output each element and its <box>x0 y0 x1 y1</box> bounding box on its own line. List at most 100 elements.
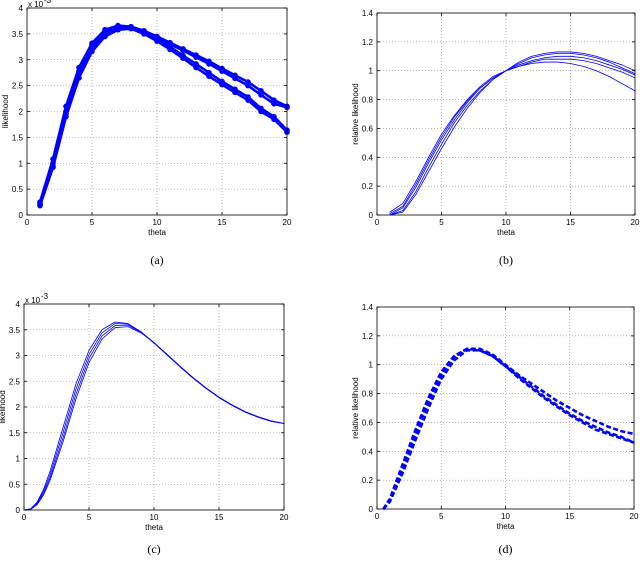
series-line <box>38 24 289 204</box>
x-tick-label: 15 <box>565 512 574 521</box>
data-point <box>128 23 134 30</box>
x-tick-label: 5 <box>90 218 95 227</box>
series-line <box>382 347 635 510</box>
y-tick-label: 0.6 <box>362 124 374 133</box>
exponent-label: x 10 <box>28 0 44 9</box>
series-line <box>389 61 636 214</box>
x-axis-label: theta <box>497 522 515 531</box>
y-tick-label: 2 <box>19 108 24 117</box>
y-tick-label: 1.5 <box>12 133 24 142</box>
y-tick-label: 0.4 <box>362 447 374 456</box>
data-point <box>154 33 160 40</box>
series-line <box>23 323 285 511</box>
data-point <box>37 199 43 205</box>
data-point <box>258 105 264 112</box>
x-axis-label: theta <box>145 523 163 532</box>
y-tick-label: 0 <box>19 211 24 220</box>
y-tick-label: 1 <box>19 159 24 168</box>
y-tick-label: 3 <box>16 352 21 361</box>
data-point <box>141 27 147 34</box>
panel-caption: (c) <box>147 542 160 556</box>
x-tick-label: 20 <box>631 218 640 227</box>
exponent-label: x 10 <box>25 296 41 305</box>
data-point <box>89 40 95 46</box>
y-tick-label: 0.8 <box>362 96 374 105</box>
y-tick-label: 2 <box>16 403 21 412</box>
y-tick-label: 1 <box>369 67 374 76</box>
data-point <box>245 79 251 85</box>
y-tick-label: 0 <box>16 506 21 515</box>
y-tick-label: 1.4 <box>362 9 374 18</box>
y-axis-label: relative likelihood <box>351 377 360 438</box>
y-tick-label: 2.5 <box>12 82 24 91</box>
data-point <box>219 78 225 85</box>
y-tick-label: 1.4 <box>362 303 374 312</box>
panel-b: 0 5 10 15 20 0 0.2 0.4 0.6 0.8 1 1.2 1.4 theta relativ… <box>351 9 640 267</box>
x-tick-label: 5 <box>87 513 92 522</box>
x-tick-label: 0 <box>25 218 30 227</box>
y-axis-label: likelihood <box>0 390 7 423</box>
y-tick-label: 0 <box>369 211 374 220</box>
panel-c: 0 5 10 15 20 0 0.5 1 1.5 2 2.5 3 3.5 4 theta likelihood… <box>0 292 289 556</box>
y-tick-label: 3.5 <box>9 326 21 335</box>
y-tick-label: 0.8 <box>362 390 374 399</box>
y-tick-label: 0 <box>369 505 374 514</box>
data-point <box>180 46 186 52</box>
x-axis-label: theta <box>148 228 166 237</box>
data-point <box>232 72 238 79</box>
x-tick-label: 20 <box>280 513 289 522</box>
data-point <box>271 113 277 120</box>
y-tick-label: 1 <box>369 361 374 370</box>
data-point <box>63 103 69 110</box>
y-tick-label: 1.2 <box>362 38 374 47</box>
data-point <box>167 39 173 46</box>
data-point <box>102 26 108 33</box>
series-line <box>389 53 636 216</box>
y-tick-label: 0.2 <box>362 476 374 485</box>
series-line <box>23 326 285 511</box>
y-tick-label: 0.4 <box>362 153 374 162</box>
data-point <box>245 94 251 100</box>
panel-a: 0 5 10 15 20 0 0.5 1 1.5 2 2.5 3 3.5 4 theta likelihood… <box>1 0 292 267</box>
data-point <box>50 156 56 162</box>
y-tick-label: 1.5 <box>9 429 21 438</box>
x-tick-label: 10 <box>501 512 510 521</box>
y-tick-label: 0.5 <box>12 185 24 194</box>
data-point <box>206 69 212 76</box>
y-tick-label: 4 <box>16 300 21 309</box>
x-tick-label: 15 <box>215 513 224 522</box>
data-point <box>232 86 238 93</box>
y-tick-label: 3.5 <box>12 30 24 39</box>
x-tick-label: 20 <box>283 218 292 227</box>
exponent-power: -3 <box>41 292 49 301</box>
data-point <box>193 52 199 58</box>
panel-caption: (d) <box>499 542 513 556</box>
y-tick-label: 0.5 <box>9 480 21 489</box>
x-tick-label: 5 <box>439 218 444 227</box>
data-point <box>115 22 121 29</box>
y-tick-label: 0.2 <box>362 182 374 191</box>
x-tick-label: 10 <box>153 218 162 227</box>
data-point <box>219 65 225 72</box>
y-tick-label: 3 <box>19 56 24 65</box>
x-tick-label: 15 <box>218 218 227 227</box>
y-axis-label: relative likelihood <box>351 83 360 144</box>
exponent-power: -3 <box>44 0 52 5</box>
y-tick-label: 1.2 <box>362 332 374 341</box>
data-point <box>258 88 264 94</box>
panel-d: 0 5 10 15 20 0 0.2 0.4 0.6 0.8 1 1.2 1.4 theta relativ… <box>351 303 639 556</box>
series-line <box>389 55 636 216</box>
data-point <box>76 64 82 71</box>
panel-caption: (a) <box>150 253 163 267</box>
y-tick-label: 2.5 <box>9 377 21 386</box>
x-tick-label: 0 <box>375 512 380 521</box>
x-tick-label: 0 <box>22 513 27 522</box>
data-point <box>193 61 199 67</box>
data-point <box>180 52 186 59</box>
series-line <box>389 58 636 213</box>
x-tick-label: 15 <box>566 218 575 227</box>
y-tick-label: 1 <box>16 455 21 464</box>
x-tick-label: 10 <box>150 513 159 522</box>
data-point <box>206 58 212 65</box>
